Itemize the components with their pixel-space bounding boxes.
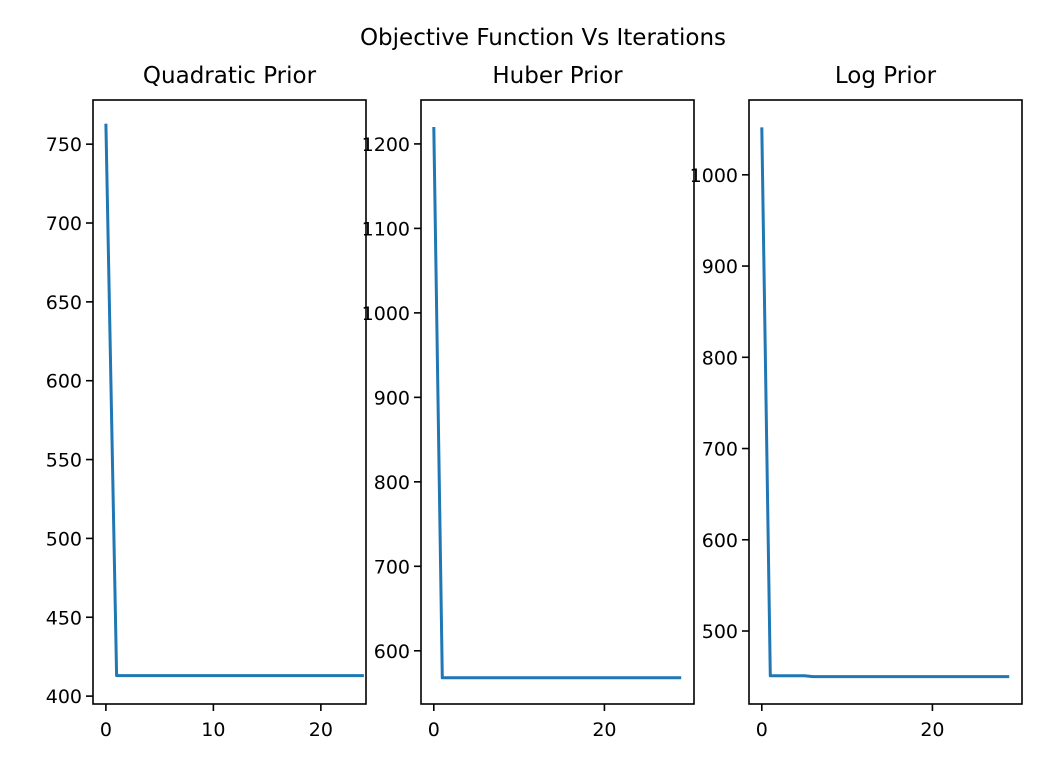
huber-prior-subplot: Huber Prior 0 20 600 700 800 900 1000 1100 1200 xyxy=(362,63,695,741)
huber-prior-series-line xyxy=(432,126,682,680)
log-prior-x-tick-label: 20 xyxy=(920,719,944,741)
quadratic-prior-title: Quadratic Prior xyxy=(143,63,317,89)
log-prior-subplot: Log Prior 0 20 500 600 700 800 900 1000 xyxy=(690,63,1023,741)
log-prior-y-tick-label: 900 xyxy=(702,256,738,278)
log-prior-y-tick-label: 700 xyxy=(702,439,738,461)
huber-prior-x-tick-label: 20 xyxy=(592,719,616,741)
quadratic-prior-x-tick-label: 20 xyxy=(309,719,333,741)
huber-prior-y-tick-label: 700 xyxy=(374,556,410,578)
quadratic-prior-series-line xyxy=(104,123,364,678)
log-prior-axes-frame xyxy=(748,99,1023,705)
huber-prior-y-tick-label: 1200 xyxy=(362,134,410,156)
huber-prior-y-tick-label: 900 xyxy=(374,387,410,409)
quadratic-prior-y-tick-label: 650 xyxy=(46,292,82,314)
log-prior-y-tick-label: 800 xyxy=(702,347,738,369)
figure-title: Objective Function Vs Iterations xyxy=(360,25,726,51)
log-prior-y-tick-label: 500 xyxy=(702,621,738,643)
log-prior-x-tick-label: 0 xyxy=(756,719,768,741)
log-prior-series-line xyxy=(760,127,1010,679)
quadratic-prior-x-tick-label: 0 xyxy=(100,719,112,741)
huber-prior-y-tick-label: 600 xyxy=(374,641,410,663)
quadratic-prior-y-tick-label: 550 xyxy=(46,450,82,472)
quadratic-prior-y-tick-label: 450 xyxy=(46,607,82,629)
quadratic-prior-subplot: Quadratic Prior 0 10 20 400 450 500 550 600 650 7… xyxy=(46,63,367,741)
huber-prior-ticks: 0 20 600 700 800 900 1000 1100 1200 xyxy=(362,134,617,741)
huber-prior-y-tick-label: 1100 xyxy=(362,218,410,240)
quadratic-prior-y-tick-label: 400 xyxy=(46,686,82,708)
huber-prior-y-tick-label: 800 xyxy=(374,472,410,494)
quadratic-prior-ticks: 0 10 20 400 450 500 550 600 650 700 750 xyxy=(46,134,333,741)
log-prior-y-tick-label: 1000 xyxy=(690,165,738,187)
quadratic-prior-y-tick-label: 750 xyxy=(46,134,82,156)
quadratic-prior-axes-frame xyxy=(92,99,367,705)
huber-prior-title: Huber Prior xyxy=(492,63,623,89)
log-prior-ticks: 0 20 500 600 700 800 900 1000 xyxy=(690,165,945,741)
quadratic-prior-x-tick-label: 10 xyxy=(201,719,225,741)
quadratic-prior-y-tick-label: 500 xyxy=(46,528,82,550)
log-prior-title: Log Prior xyxy=(835,63,937,89)
quadratic-prior-y-tick-label: 600 xyxy=(46,371,82,393)
huber-prior-y-tick-label: 1000 xyxy=(362,303,410,325)
log-prior-y-tick-label: 600 xyxy=(702,530,738,552)
huber-prior-axes-frame xyxy=(420,99,695,705)
huber-prior-x-tick-label: 0 xyxy=(428,719,440,741)
quadratic-prior-y-tick-label: 700 xyxy=(46,213,82,235)
